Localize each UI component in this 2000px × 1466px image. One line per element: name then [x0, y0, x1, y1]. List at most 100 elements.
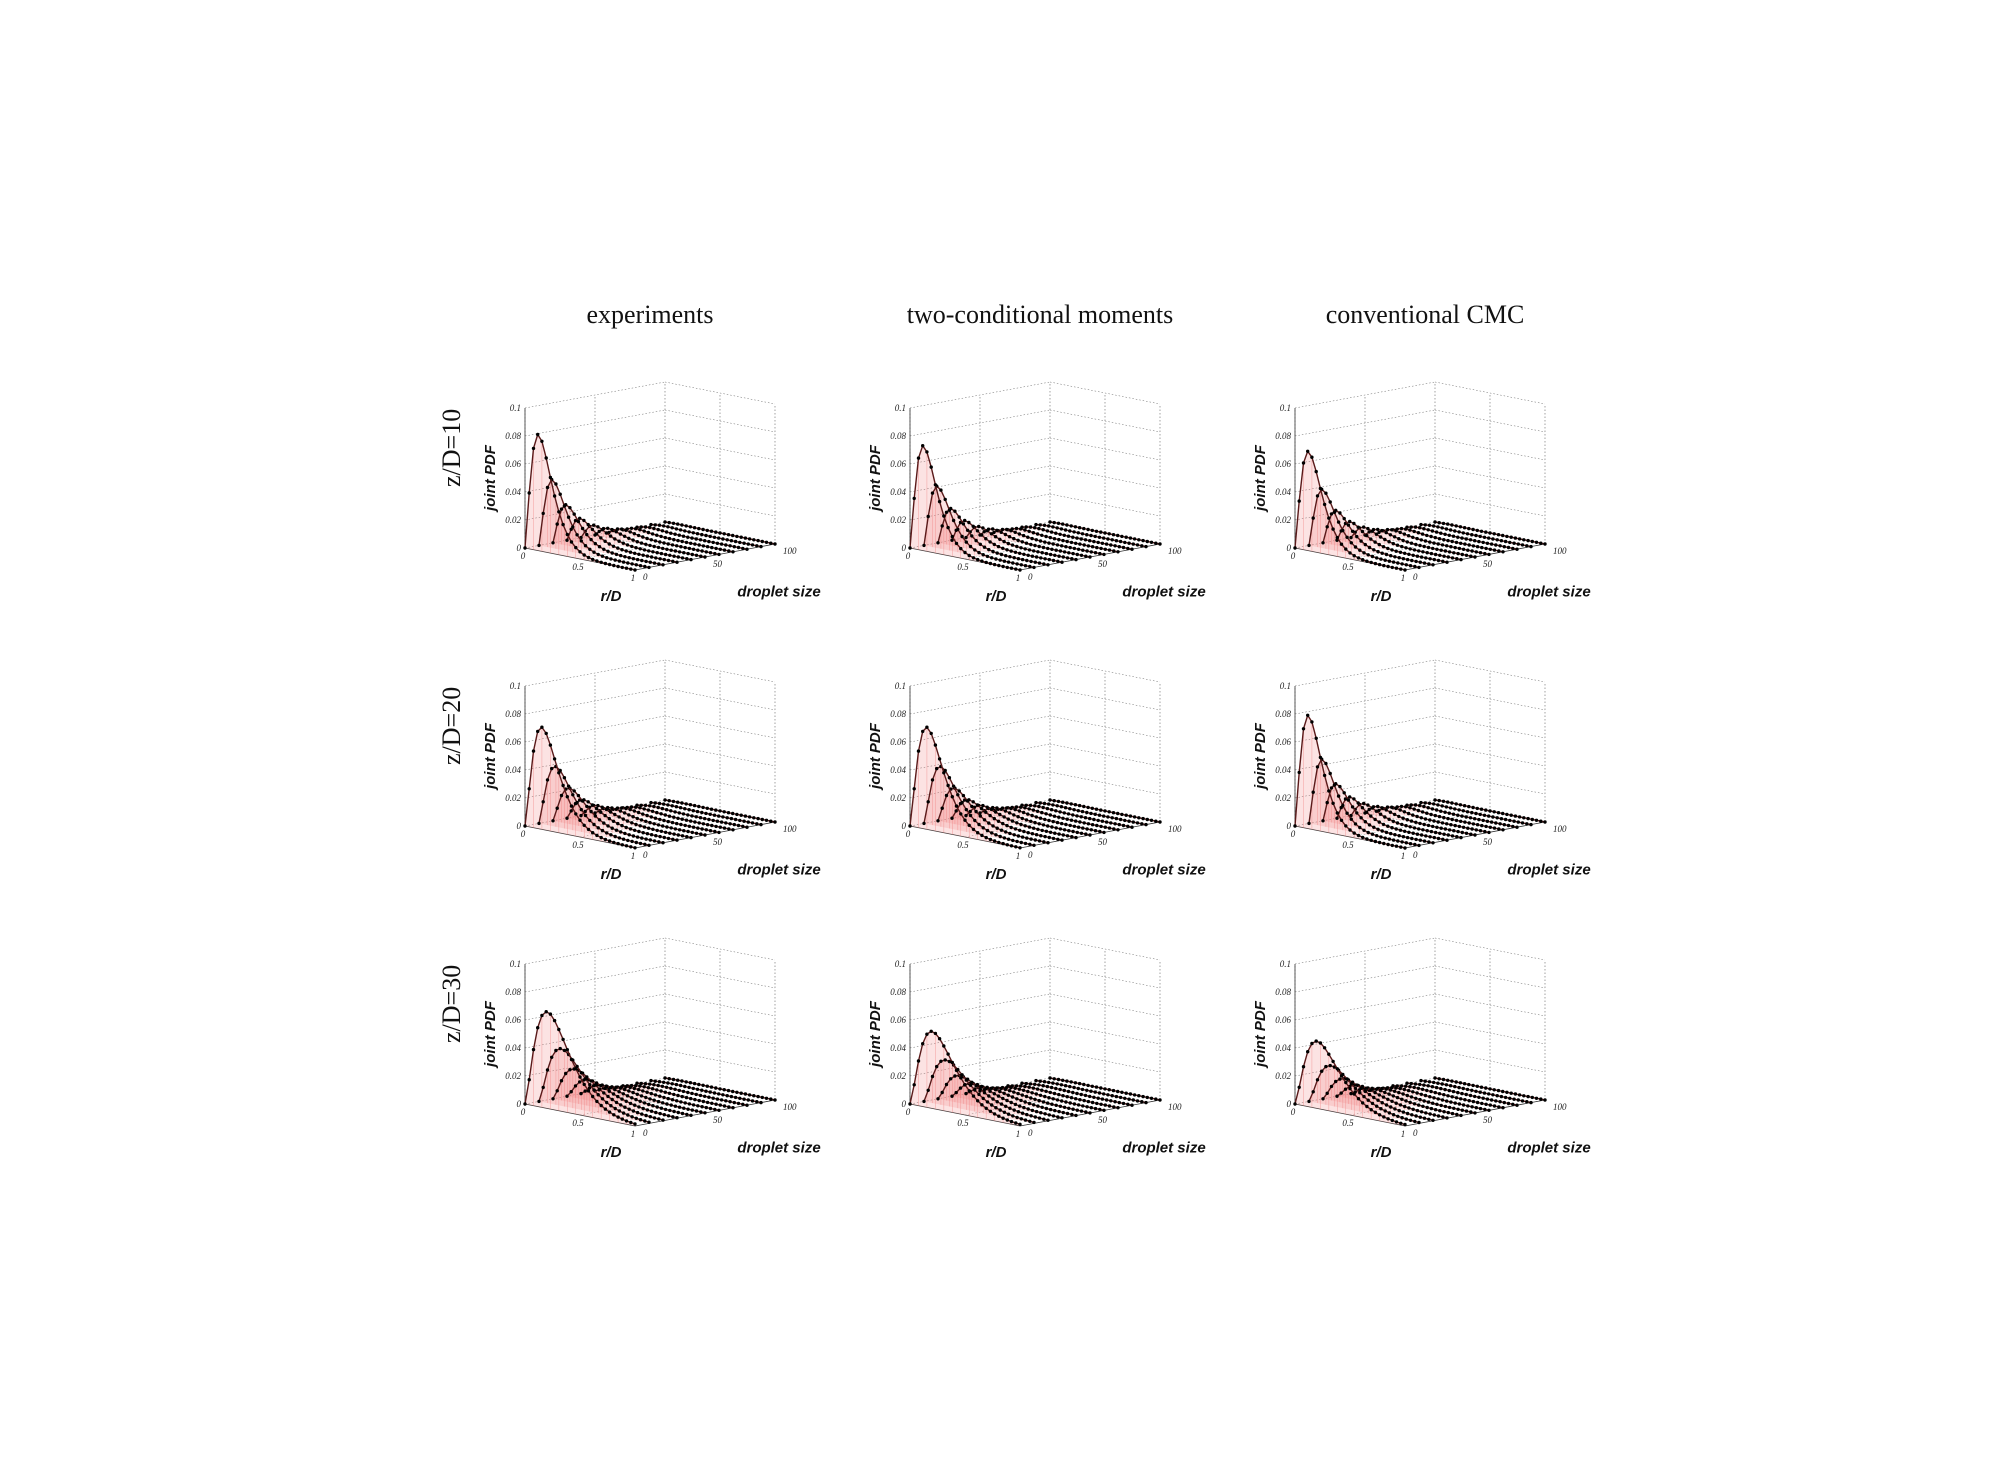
- data-point: [1017, 1087, 1022, 1091]
- data-point: [999, 1086, 1003, 1091]
- data-point: [1418, 1082, 1422, 1087]
- data-point: [1446, 522, 1450, 526]
- data-point: [959, 1076, 963, 1080]
- data-point: [1001, 546, 1005, 550]
- data-point: [650, 809, 655, 813]
- data-point: [988, 813, 992, 818]
- data-point: [1390, 528, 1394, 532]
- data-point: [1117, 822, 1121, 827]
- data-point: [1126, 1102, 1130, 1106]
- data-point: [1072, 1102, 1077, 1106]
- data-point: [633, 846, 637, 850]
- data-point: [649, 800, 653, 805]
- data-point: [990, 556, 994, 560]
- data-point: [1013, 530, 1017, 534]
- data-point: [1006, 560, 1011, 564]
- z-tick-label: 0.1: [1280, 403, 1291, 413]
- data-point: [1029, 837, 1033, 841]
- data-point: [988, 561, 993, 566]
- surface-slice: [980, 807, 1090, 835]
- data-point: [1055, 804, 1059, 808]
- data-point: [656, 805, 660, 810]
- data-point: [1158, 820, 1162, 824]
- data-point: [981, 1096, 985, 1101]
- data-point: [746, 820, 750, 824]
- data-point: [1324, 491, 1328, 495]
- data-point: [672, 1109, 676, 1114]
- grid-line: [664, 659, 776, 683]
- x-tick-label: 0.5: [572, 840, 584, 850]
- data-point: [638, 528, 642, 532]
- data-point: [1484, 1102, 1488, 1106]
- data-point: [1348, 519, 1352, 524]
- data-point: [607, 816, 611, 821]
- data-point: [575, 800, 579, 805]
- data-point: [1314, 736, 1318, 740]
- data-point: [1434, 1085, 1439, 1090]
- data-point: [603, 1107, 608, 1111]
- data-point: [617, 1109, 622, 1113]
- data-point: [960, 1073, 964, 1077]
- data-point: [1014, 1121, 1018, 1125]
- data-point: [1375, 556, 1379, 560]
- data-point: [1106, 1093, 1110, 1097]
- data-point: [624, 528, 628, 532]
- data-point: [996, 544, 1001, 549]
- data-point: [717, 536, 721, 540]
- data-point: [1487, 536, 1491, 540]
- data-point: [1094, 1085, 1099, 1089]
- data-point: [1307, 821, 1311, 826]
- data-point: [618, 809, 623, 813]
- data-point: [1452, 1106, 1456, 1110]
- data-point: [994, 1106, 998, 1110]
- data-point: [703, 539, 707, 543]
- data-point: [1019, 1098, 1023, 1103]
- data-point: [1013, 827, 1018, 831]
- surface-slice: [966, 805, 1076, 838]
- data-point: [1056, 799, 1061, 804]
- data-point: [663, 1107, 668, 1112]
- data-point: [1322, 502, 1327, 507]
- y-tick-label: 50: [1483, 559, 1493, 569]
- data-point: [1482, 813, 1487, 817]
- data-point: [1012, 833, 1016, 837]
- surface-slice: [1379, 807, 1489, 833]
- data-point: [675, 1099, 679, 1103]
- data-point: [908, 546, 912, 550]
- data-point: [1093, 812, 1097, 816]
- data-point: [1154, 541, 1158, 545]
- data-point: [1079, 537, 1083, 541]
- pdf-curves: [523, 432, 777, 572]
- x-tick-label: 1: [631, 851, 636, 861]
- data-point: [1088, 555, 1092, 559]
- data-point: [992, 839, 997, 843]
- data-point: [1040, 533, 1044, 537]
- y-axis-label: droplet size: [737, 861, 820, 878]
- data-point: [731, 828, 735, 832]
- data-point: [607, 562, 612, 567]
- data-point: [1111, 1088, 1116, 1093]
- data-point: [1405, 557, 1410, 562]
- data-point: [1376, 804, 1380, 809]
- data-point: [531, 749, 536, 753]
- data-point: [663, 1090, 667, 1094]
- data-point: [629, 526, 634, 530]
- data-point: [1408, 842, 1413, 846]
- data-point: [1431, 1118, 1435, 1122]
- data-point: [1061, 816, 1065, 820]
- data-point: [1422, 839, 1427, 843]
- data-point: [1058, 1087, 1062, 1092]
- z-tick-label: 0.1: [895, 959, 906, 969]
- data-point: [1047, 557, 1051, 562]
- data-point: [1102, 536, 1106, 540]
- data-point: [663, 552, 668, 557]
- data-point: [632, 1086, 637, 1091]
- data-point: [654, 556, 658, 560]
- data-point: [1420, 810, 1425, 814]
- data-point: [705, 1084, 709, 1088]
- data-point: [661, 824, 665, 828]
- data-point: [1069, 1096, 1074, 1100]
- data-point: [1489, 820, 1494, 824]
- data-point: [929, 731, 933, 736]
- data-point: [1450, 1095, 1454, 1099]
